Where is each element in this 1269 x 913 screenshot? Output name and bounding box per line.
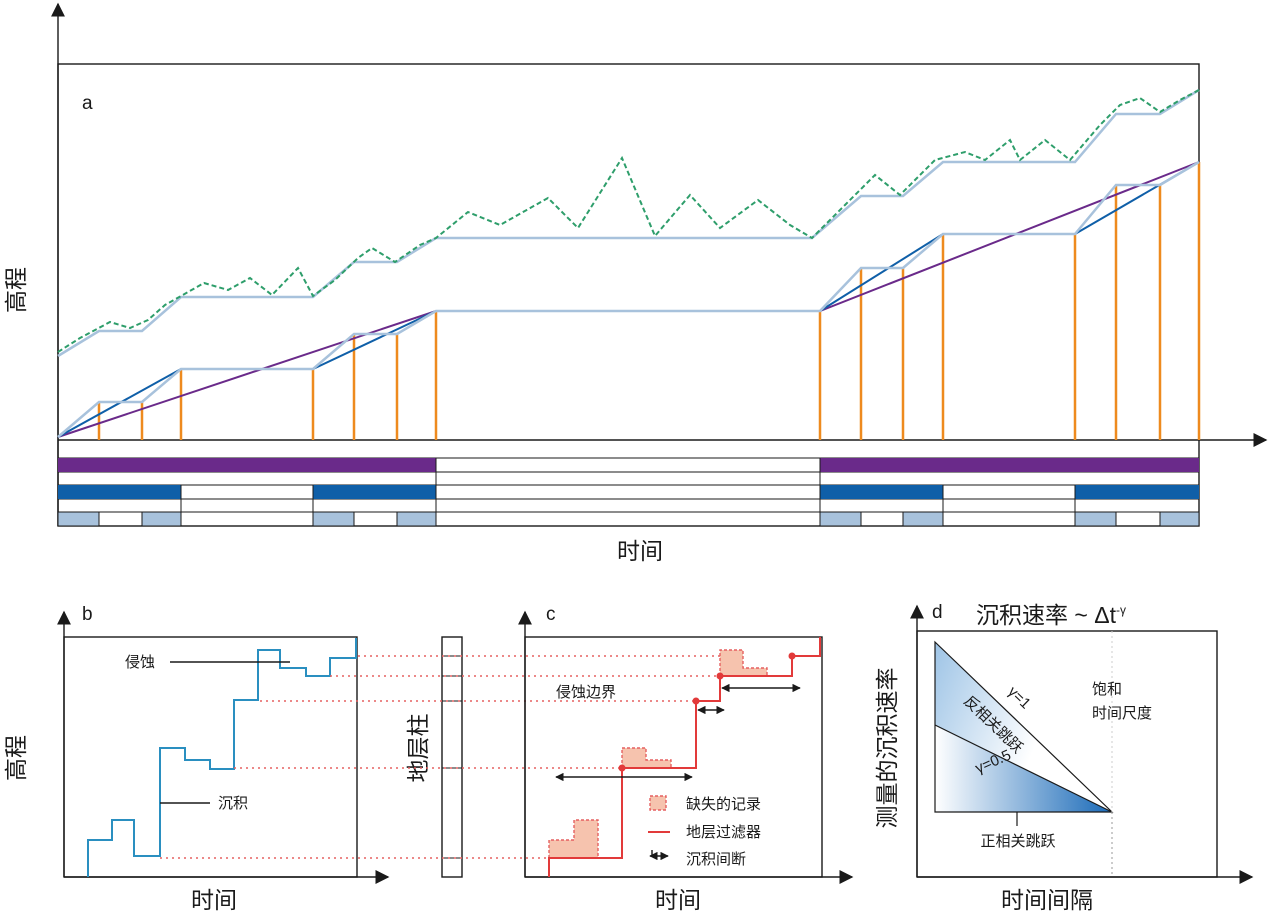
panel-b-letter: b [82, 604, 93, 625]
rate-triangle [934, 640, 1114, 813]
band-dividers [98, 458, 1161, 526]
erosion-boundary-label: 侵蚀边界 [556, 684, 616, 701]
legend-filter-label: 地层过滤器 [686, 824, 761, 841]
stratigraphic-filter-line [548, 637, 821, 877]
erosion-boundary-dots [618, 652, 796, 772]
pos-correlated-label: 正相关跳跃 [980, 833, 1055, 850]
saturation-label-1: 饱和 [1092, 681, 1122, 698]
panel-b: 侵蚀 沉积 b 高程 时间 [3, 604, 390, 913]
panel-d-letter: d [932, 602, 943, 623]
stratigraphic-column: 地层柱 [405, 636, 463, 878]
gamma-05-line [934, 724, 1113, 813]
erosion-label: 侵蚀 [125, 654, 155, 671]
panel-a: a 高程 时间 [3, 2, 1268, 564]
panel-d-x-label: 时间间隔 [1001, 887, 1093, 913]
panel-b-x-label: 时间 [191, 887, 237, 913]
lightblue-band [57, 511, 1200, 527]
purple-trend-line [57, 161, 1200, 438]
legend-hiatus-label: 沉积间断 [686, 851, 746, 868]
darkblue-trend-line [57, 161, 1200, 438]
panel-a-frame [57, 63, 1200, 527]
panel-d-y-label: 测量的沉积速率 [874, 668, 900, 829]
panel-c-legend: 缺失的记录 地层过滤器 沉积间断 [648, 795, 761, 868]
legend-missing-swatch [649, 795, 667, 811]
panel-c-letter: c [546, 604, 556, 625]
panel-d: γ=1 反相关跳跃 γ=0.5 正相关跳跃 饱和 时间尺度 d 沉积速率 ~ Δ… [874, 602, 1254, 913]
panel-d-title: 沉积速率 ~ Δt-γ [976, 602, 1126, 628]
blue-band [58, 485, 1199, 499]
purple-band [58, 458, 1199, 472]
legend-hiatus-swatch [649, 850, 669, 861]
column-label: 地层柱 [405, 714, 431, 783]
legend-missing-label: 缺失的记录 [686, 796, 761, 813]
panel-a-y-label: 高程 [3, 267, 29, 313]
saturation-label-2: 时间尺度 [1092, 705, 1152, 722]
gamma-1-label: γ=1 [1004, 683, 1034, 712]
panel-d-title-sup: -γ [1116, 603, 1126, 617]
panel-b-curve [87, 638, 357, 877]
lightblue-lower-line [57, 160, 1200, 438]
missing-record-areas [548, 649, 768, 859]
panel-a-letter: a [82, 93, 93, 114]
panel-c-x-label: 时间 [655, 887, 701, 913]
hiatus-arrows [555, 683, 801, 782]
lightblue-upper-line [57, 88, 1200, 358]
panel-a-x-label: 时间 [617, 538, 663, 564]
panel-b-y-label: 高程 [3, 735, 29, 781]
green-elevation-line [57, 89, 1200, 353]
panel-c: 侵蚀边界 缺失的记录 地层过滤器 沉积间断 c 时间 [518, 604, 854, 913]
column-frame [441, 636, 463, 878]
orange-sample-lines [97, 162, 1201, 440]
deposition-label: 沉积 [218, 795, 248, 812]
correlation-lines [160, 655, 720, 859]
panel-d-title-main: 沉积速率 ~ Δt [976, 602, 1117, 628]
